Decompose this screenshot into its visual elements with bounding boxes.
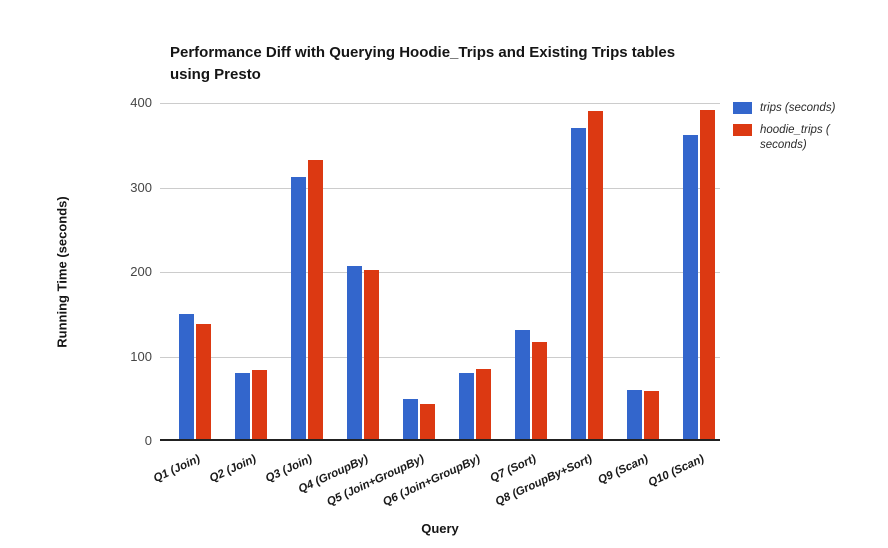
bar-group <box>335 103 391 441</box>
y-tick-label: 400 <box>130 95 152 110</box>
bar-group <box>503 103 559 441</box>
bar-hoodie-trips <box>308 160 323 441</box>
bar-hoodie-trips <box>364 270 379 441</box>
legend-swatch-hoodie-trips <box>733 124 752 136</box>
chart-title-line2: using Presto <box>170 66 261 83</box>
y-tick-label: 100 <box>130 348 152 364</box>
y-tick-label: 0 <box>144 433 152 448</box>
bar-trips <box>291 176 306 441</box>
legend: trips (seconds) hoodie_trips ( seconds) <box>733 101 878 160</box>
x-axis-line <box>160 439 720 441</box>
bar-group <box>167 103 223 441</box>
bar-group <box>671 103 727 441</box>
bar-trips <box>571 128 586 441</box>
gridline <box>160 103 720 104</box>
legend-swatch-trips <box>733 102 752 114</box>
y-tick-label: 200 <box>130 264 152 279</box>
bar-hoodie-trips <box>588 111 603 441</box>
bar-hoodie-trips <box>476 369 491 441</box>
bar-hoodie-trips <box>252 370 267 441</box>
chart-title: Performance Diff with Querying Hoodie_Tr… <box>170 42 790 86</box>
bar-trips <box>235 372 250 441</box>
plot-area <box>160 103 720 441</box>
bar-trips <box>683 135 698 441</box>
bar-group <box>615 103 671 441</box>
y-axis-title: Running Time (seconds) <box>54 196 70 348</box>
bar-hoodie-trips <box>532 342 547 441</box>
legend-item: hoodie_trips ( seconds) <box>733 123 878 153</box>
bar-hoodie-trips <box>644 391 659 441</box>
bar-trips <box>459 372 474 441</box>
gridline <box>160 272 720 273</box>
legend-item: trips (seconds) <box>733 101 878 116</box>
bar-group <box>223 103 279 441</box>
bar-trips <box>403 398 418 441</box>
bar-trips <box>179 314 194 441</box>
bar-group <box>279 103 335 441</box>
bar-group <box>447 103 503 441</box>
chart-title-line1: Performance Diff with Querying Hoodie_Tr… <box>170 44 676 61</box>
bar-trips <box>515 330 530 441</box>
bar-group <box>391 103 447 441</box>
gridline <box>160 187 720 189</box>
legend-label: trips (seconds) <box>760 102 836 114</box>
legend-label: hoodie_trips ( seconds) <box>760 124 830 151</box>
bar-group <box>559 103 615 441</box>
bar-hoodie-trips <box>700 109 715 441</box>
gridline <box>160 356 720 358</box>
bar-trips <box>627 390 642 441</box>
bar-hoodie-trips <box>420 403 435 441</box>
bar-hoodie-trips <box>196 324 211 441</box>
y-tick-label: 300 <box>130 179 152 195</box>
bar-trips <box>347 266 362 441</box>
x-axis-title: Query <box>421 521 459 536</box>
